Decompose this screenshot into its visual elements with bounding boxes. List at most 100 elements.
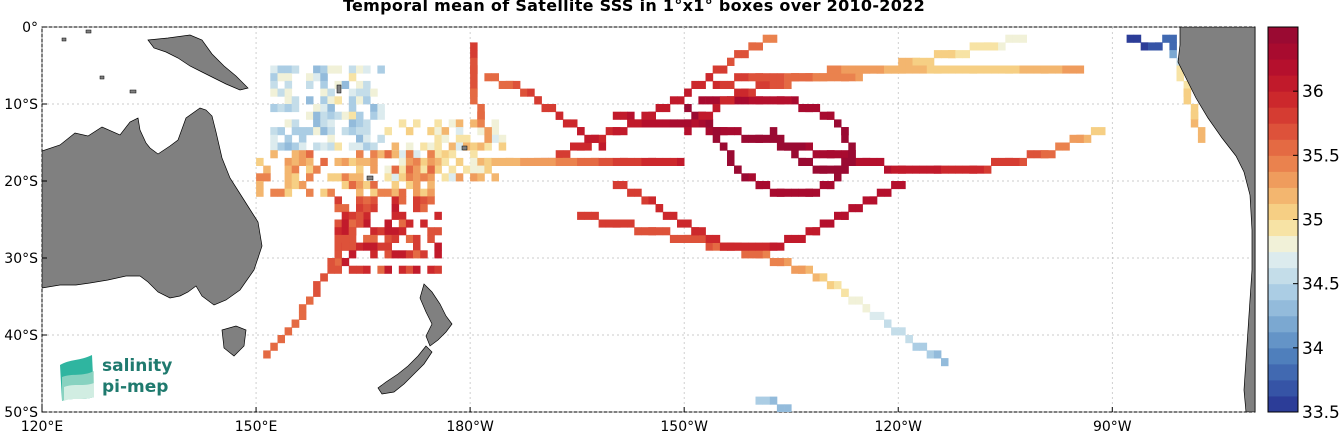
salinity-pi-mep-logo: salinity pi-mep [60, 355, 172, 401]
sss-cell [634, 227, 642, 236]
sss-cell [1033, 65, 1042, 74]
sss-cell [577, 142, 585, 151]
sss-cell [669, 157, 678, 166]
sss-cell [826, 181, 835, 190]
sss-cell [926, 165, 935, 174]
sss-cell [741, 173, 749, 182]
sss-cell [413, 250, 421, 259]
sss-cell [391, 204, 400, 213]
sss-cell [698, 234, 706, 243]
sss-cell [455, 119, 464, 128]
sss-cell [562, 150, 571, 159]
sss-cell [712, 134, 721, 143]
sss-cell [334, 196, 342, 205]
sss-cell [712, 127, 721, 136]
sss-cell [356, 242, 364, 251]
sss-cell [341, 80, 350, 89]
sss-cell [598, 142, 607, 151]
sss-cell [612, 127, 621, 136]
colorbar-swatch [1268, 331, 1298, 349]
colorbar-tick-label: 34.5 [1302, 275, 1340, 295]
sss-cell [898, 165, 906, 174]
sss-cell [684, 234, 692, 243]
sss-cell [427, 234, 435, 243]
sss-cell [313, 104, 321, 113]
sss-cell [391, 181, 400, 190]
sss-cell [691, 234, 699, 243]
sss-cell [398, 173, 407, 182]
sss-cell [391, 211, 400, 220]
sss-cell [405, 234, 414, 243]
colorbar-swatch [1268, 315, 1298, 333]
sss-cell [612, 219, 621, 228]
sss-cell [891, 327, 899, 336]
sss-cell [705, 111, 714, 120]
sss-cell [812, 165, 821, 174]
sss-cell [648, 119, 656, 128]
sss-cell [634, 188, 642, 197]
sss-cell [455, 142, 464, 151]
sss-cell [470, 157, 478, 166]
sss-cell [334, 234, 342, 243]
sss-cell [705, 127, 714, 136]
sss-cell [991, 42, 999, 51]
sss-cell [398, 250, 407, 259]
sss-cell [941, 358, 949, 367]
sss-cell [363, 204, 371, 213]
sss-cell [912, 57, 920, 66]
sss-cell [634, 157, 642, 166]
sss-cell [812, 150, 821, 159]
sss-cell [270, 342, 278, 351]
sss-cell [505, 157, 514, 166]
sss-cell [741, 242, 749, 251]
sss-cell [855, 296, 863, 305]
sss-cell [1083, 134, 1092, 143]
sss-cell [491, 127, 499, 136]
sss-cell [356, 88, 364, 97]
colorbar-swatch [1268, 187, 1298, 204]
sss-cell [784, 404, 792, 412]
sss-cell [798, 234, 806, 243]
sss-cell [591, 157, 599, 166]
sss-cell [641, 157, 649, 166]
sss-cell [327, 119, 335, 128]
sss-cell [641, 227, 649, 236]
sss-cell [363, 181, 371, 190]
sss-cell [370, 181, 378, 190]
sss-cell [1069, 65, 1077, 74]
sss-cell [348, 242, 357, 251]
sss-cell [1076, 134, 1085, 143]
sss-cell [891, 165, 899, 174]
sss-cell [427, 196, 435, 205]
sss-cell [584, 157, 592, 166]
sss-cell [398, 196, 407, 205]
sss-cell [719, 65, 728, 74]
sss-cell [356, 181, 364, 190]
sss-cell [762, 396, 771, 405]
sss-cell [505, 80, 514, 89]
sss-cell [812, 188, 821, 197]
sss-cell [826, 165, 835, 174]
sss-cell [356, 80, 364, 89]
sss-cell [1048, 65, 1056, 74]
sss-cell [677, 219, 685, 228]
sss-cell [284, 73, 293, 82]
sss-cell [320, 111, 328, 120]
sss-cell [334, 265, 342, 274]
land-layer [42, 27, 1255, 412]
sss-cell [1040, 150, 1049, 159]
sss-cell [520, 157, 528, 166]
sss-cell [1169, 50, 1177, 59]
sss-cell [291, 96, 300, 105]
sss-cell [748, 173, 756, 182]
sss-cell [284, 80, 293, 89]
sss-cell [313, 73, 321, 82]
colorbar-tick-label: 35 [1302, 211, 1324, 231]
sss-cell [413, 119, 421, 128]
sss-cell [498, 134, 507, 143]
sss-cell [370, 234, 378, 243]
sss-cell [470, 65, 478, 74]
sss-cell [377, 104, 385, 113]
sss-cell [356, 188, 364, 197]
sss-cell [341, 234, 350, 243]
